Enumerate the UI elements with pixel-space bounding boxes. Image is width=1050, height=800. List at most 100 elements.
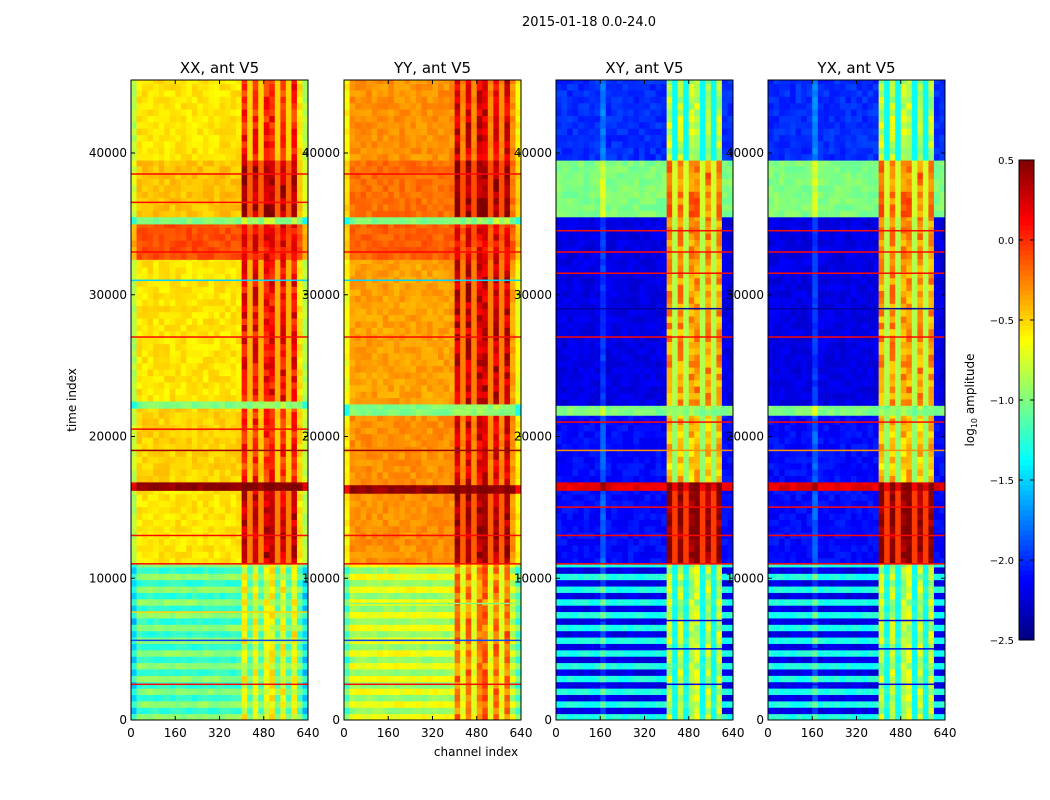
heatmap-cell (432, 624, 439, 632)
heatmap-cell (208, 343, 215, 351)
heatmap-cell (186, 475, 193, 483)
heatmap-cell (296, 579, 303, 587)
heatmap-cell (169, 401, 176, 409)
heatmap-cell (169, 311, 176, 319)
heatmap-cell (399, 459, 406, 467)
heatmap-cell (258, 592, 265, 600)
heatmap-cell (213, 483, 220, 491)
heatmap-cell (131, 217, 138, 225)
heatmap-cell (302, 500, 309, 508)
heatmap-cell (164, 668, 171, 676)
heatmap-cell (382, 592, 389, 600)
heatmap-cell (355, 675, 362, 683)
heatmap-cell (147, 394, 154, 402)
heatmap-cell (404, 573, 411, 581)
heatmap-cell (493, 564, 500, 568)
heatmap-cell (208, 233, 215, 241)
heatmap-cell (296, 337, 303, 345)
heatmap-cell (158, 121, 165, 129)
heatmap-cell (180, 292, 187, 300)
heatmap-cell (302, 343, 309, 351)
heatmap-cell (147, 356, 154, 364)
heatmap-cell (263, 153, 270, 161)
heatmap-cell (426, 656, 433, 664)
heatmap-cell (252, 279, 259, 287)
x-tick-label: 480 (252, 726, 275, 740)
heatmap-cell (296, 707, 303, 715)
heatmap-cell (515, 643, 522, 651)
heatmap-cell (164, 240, 171, 248)
heatmap-cell (219, 481, 226, 485)
heatmap-cell (247, 191, 254, 199)
heatmap-cell (197, 318, 204, 326)
heatmap-cell (296, 388, 303, 396)
heatmap-cell (269, 456, 276, 464)
heatmap-cell (202, 643, 209, 651)
heatmap-cell (465, 713, 472, 721)
heatmap-cell (230, 259, 237, 262)
heatmap-cell (371, 506, 378, 514)
heatmap-cell (285, 252, 292, 260)
heatmap-cell (219, 700, 226, 708)
heatmap-cell (296, 617, 303, 625)
heatmap-cell (230, 375, 237, 383)
heatmap-cell (476, 566, 483, 574)
heatmap-cell (142, 668, 149, 676)
heatmap-cell (208, 656, 215, 664)
heatmap-cell (360, 605, 367, 613)
heatmap-cell (426, 471, 433, 479)
heatmap-cell (263, 223, 270, 228)
heatmap-cell (252, 566, 259, 574)
heatmap-cell (131, 318, 138, 326)
heatmap-cell (186, 538, 193, 546)
heatmap-cell (269, 191, 276, 199)
heatmap-cell (202, 538, 209, 546)
heatmap-cell (393, 598, 400, 606)
heatmap-cell (460, 573, 467, 581)
heatmap-cell (366, 605, 373, 613)
heatmap-cell (274, 681, 281, 689)
y-tick-label: 30000 (89, 288, 127, 302)
heatmap-cell (158, 566, 165, 574)
heatmap-cell (291, 630, 298, 638)
heatmap-cell (274, 662, 281, 670)
heatmap-cell (269, 592, 276, 600)
heatmap-cell (158, 525, 165, 533)
heatmap-cell (360, 440, 367, 447)
heatmap-cell (280, 210, 287, 218)
heatmap-cell (131, 292, 138, 300)
heatmap-cell (186, 630, 193, 638)
heatmap-cell (180, 147, 187, 155)
heatmap-cell (274, 134, 281, 142)
heatmap-cell (454, 656, 461, 664)
heatmap-cell (175, 299, 182, 306)
heatmap-cell (213, 449, 220, 457)
heatmap-cell (454, 675, 461, 683)
heatmap-cell (377, 681, 384, 689)
heatmap-cell (247, 330, 254, 338)
heatmap-cell (493, 525, 500, 533)
heatmap-cell (471, 586, 478, 593)
heatmap-cell (164, 437, 171, 445)
heatmap-cell (443, 506, 450, 514)
heatmap-cell (366, 513, 373, 520)
heatmap-cell (247, 668, 254, 676)
heatmap-cell (180, 311, 187, 319)
heatmap-cell (247, 538, 254, 546)
heatmap-cell (219, 140, 226, 148)
heatmap-cell (142, 252, 149, 260)
heatmap-cell (393, 592, 400, 600)
heatmap-cell (421, 579, 428, 587)
heatmap-cell (147, 153, 154, 161)
heatmap-cell (421, 617, 428, 625)
heatmap-cell (142, 401, 149, 409)
heatmap-cell (175, 493, 182, 501)
heatmap-cell (366, 586, 373, 593)
heatmap-cell (509, 694, 516, 702)
heatmap-cell (280, 318, 287, 326)
heatmap-cell (280, 375, 287, 383)
heatmap-cell (197, 375, 204, 383)
heatmap-cell (219, 273, 226, 281)
